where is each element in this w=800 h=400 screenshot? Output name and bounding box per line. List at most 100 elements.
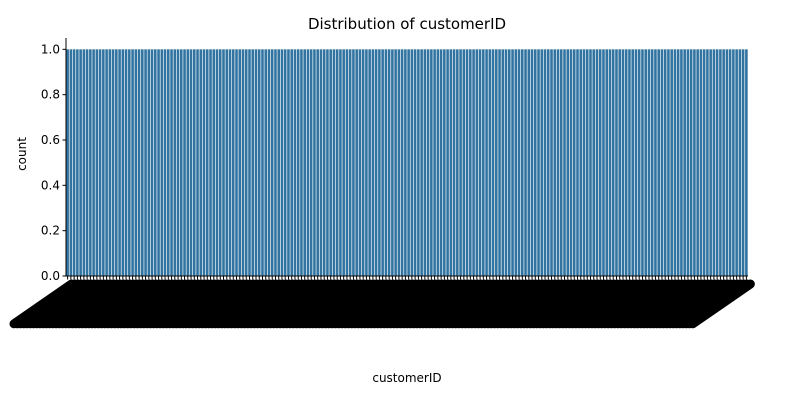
bar: [374, 49, 378, 276]
bar: [439, 49, 443, 276]
bar: [615, 49, 618, 276]
bar: [277, 49, 281, 276]
bar: [712, 49, 716, 276]
bar: [745, 49, 748, 276]
bar: [154, 49, 157, 276]
bar: [322, 49, 326, 276]
bar: [82, 49, 86, 276]
bar: [241, 49, 245, 276]
bar: [95, 49, 99, 276]
bar: [501, 49, 505, 276]
bar: [585, 49, 589, 276]
bar: [319, 49, 323, 276]
bar: [394, 49, 397, 276]
bar: [504, 49, 508, 276]
bar: [511, 49, 514, 276]
bar: [673, 49, 677, 276]
bar: [248, 49, 251, 276]
bar: [563, 49, 566, 276]
bar: [147, 49, 151, 276]
bar: [517, 49, 521, 276]
bar: [352, 49, 355, 276]
bar: [491, 49, 495, 276]
bar: [459, 49, 462, 276]
bar: [569, 49, 573, 276]
bar: [365, 49, 368, 276]
bar: [488, 49, 492, 276]
bar: [433, 49, 436, 276]
bar: [524, 49, 527, 276]
bar: [589, 49, 592, 276]
bar: [102, 49, 105, 276]
y-axis-label: count: [15, 137, 29, 171]
bar: [137, 49, 141, 276]
bar: [251, 49, 255, 276]
bar: [121, 49, 125, 276]
bar: [576, 49, 579, 276]
bar: [530, 49, 534, 276]
bar: [725, 49, 729, 276]
bar: [257, 49, 261, 276]
y-tick-label: 0.0: [41, 269, 60, 283]
bar: [261, 49, 264, 276]
y-tick-label: 1.0: [41, 42, 60, 56]
bar: [108, 49, 112, 276]
bar: [722, 49, 725, 276]
bar: [296, 49, 300, 276]
bar: [293, 49, 297, 276]
bar: [654, 49, 657, 276]
bar: [498, 49, 501, 276]
bar: [462, 49, 466, 276]
bar: [650, 49, 654, 276]
bar: [472, 49, 475, 276]
bar: [212, 49, 216, 276]
bar: [683, 49, 686, 276]
bar: [163, 49, 167, 276]
bar: [741, 49, 745, 276]
bar: [300, 49, 303, 276]
bar: [430, 49, 433, 276]
bar: [167, 49, 170, 276]
bar: [660, 49, 664, 276]
bar: [413, 49, 417, 276]
bar: [514, 49, 518, 276]
bar: [309, 49, 313, 276]
bar: [339, 49, 342, 276]
bar: [134, 49, 138, 276]
bar: [550, 49, 553, 276]
y-ticks-group: 0.0 0.2 0.4 0.6 0.8 1.0: [41, 42, 66, 283]
bar: [270, 49, 274, 276]
bar: [553, 49, 557, 276]
bar: [316, 49, 319, 276]
bar: [696, 49, 699, 276]
bar: [287, 49, 290, 276]
bar: [728, 49, 732, 276]
bar: [235, 49, 238, 276]
bar: [313, 49, 316, 276]
bar: [495, 49, 498, 276]
bar: [79, 49, 82, 276]
bar: [572, 49, 576, 276]
bar: [192, 49, 196, 276]
bar: [657, 49, 660, 276]
bar: [624, 49, 628, 276]
bar: [527, 49, 531, 276]
bar: [426, 49, 430, 276]
bar: [89, 49, 92, 276]
bar: [469, 49, 472, 276]
bar: [371, 49, 375, 276]
bar: [559, 49, 563, 276]
bar: [598, 49, 602, 276]
bar: [647, 49, 651, 276]
bar: [335, 49, 339, 276]
bar: [92, 49, 95, 276]
bar: [124, 49, 128, 276]
bar: [218, 49, 222, 276]
bar: [176, 49, 180, 276]
bar: [719, 49, 722, 276]
bar: [456, 49, 459, 276]
bar: [189, 49, 193, 276]
bar: [222, 49, 225, 276]
bar: [85, 49, 89, 276]
bar: [280, 49, 284, 276]
